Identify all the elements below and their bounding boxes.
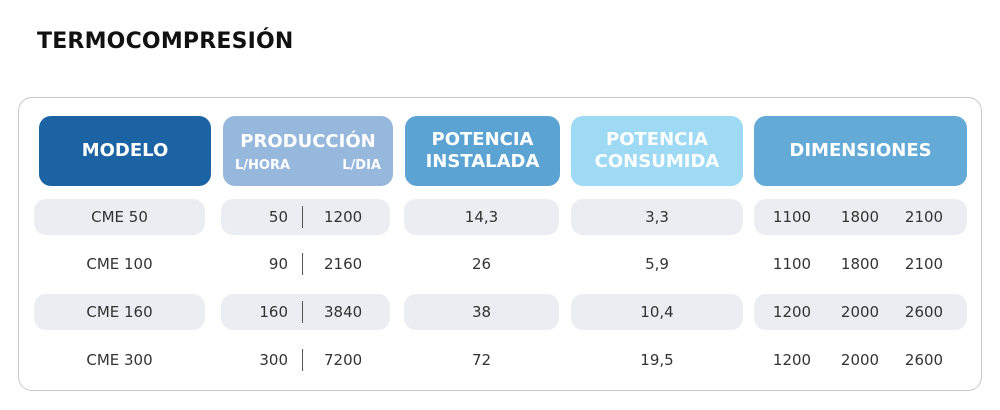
cell-l-dia: 1200 — [324, 208, 363, 226]
cell-dim-3: 2600 — [904, 303, 944, 321]
header-modelo-label: MODELO — [81, 140, 169, 161]
cell-potencia-consumida: 5,9 — [645, 255, 669, 273]
cell-dimensiones: 1200 2000 2600 — [754, 342, 967, 378]
header-produccion-units: L/HORA L/DIA — [223, 158, 393, 174]
cell-dim-1: 1200 — [772, 351, 812, 369]
cell-potencia-instalada: 38 — [404, 294, 559, 330]
cell-dim-3: 2100 — [904, 255, 944, 273]
cell-potencia-instalada: 72 — [471, 351, 492, 369]
table-row: CME 100 90 2160 26 5,9 1100 1800 2100 — [0, 246, 1000, 282]
header-produccion: PRODUCCIÓN L/HORA L/DIA — [223, 116, 393, 186]
cell-l-hora: 300 — [259, 351, 288, 369]
produccion-divider — [302, 206, 303, 228]
header-dimensiones-label: DIMENSIONES — [789, 140, 932, 161]
cell-produccion: 50 1200 — [221, 199, 390, 235]
header-modelo: MODELO — [39, 116, 211, 186]
produccion-divider — [302, 349, 303, 371]
cell-dim-3: 2600 — [904, 351, 944, 369]
cell-dim-1: 1200 — [772, 303, 812, 321]
cell-dim-2: 1800 — [840, 208, 880, 226]
cell-dim-1: 1100 — [772, 255, 812, 273]
produccion-divider — [302, 253, 303, 275]
cell-dim-2: 2000 — [840, 351, 880, 369]
cell-potencia-consumida: 19,5 — [640, 351, 674, 369]
cell-l-hora: 160 — [259, 303, 288, 321]
cell-l-dia: 2160 — [324, 255, 363, 273]
cell-modelo: CME 50 — [34, 199, 205, 235]
cell-modelo: CME 300 — [86, 351, 153, 369]
cell-dim-3: 2100 — [904, 208, 944, 226]
cell-dimensiones: 1200 2000 2600 — [754, 294, 967, 330]
cell-modelo: CME 160 — [34, 294, 205, 330]
cell-potencia-consumida: 3,3 — [571, 199, 743, 235]
header-potencia-instalada-line1: POTENCIA — [431, 129, 534, 150]
header-dimensiones: DIMENSIONES — [754, 116, 967, 186]
cell-dim-2: 2000 — [840, 303, 880, 321]
cell-l-hora: 90 — [268, 255, 288, 273]
header-potencia-consumida: POTENCIA CONSUMIDA — [571, 116, 743, 186]
cell-l-hora: 50 — [268, 208, 288, 226]
header-potencia-consumida-line1: POTENCIA — [606, 129, 708, 150]
cell-potencia-consumida: 10,4 — [571, 294, 743, 330]
cell-potencia-instalada: 26 — [471, 255, 492, 273]
cell-l-dia: 3840 — [324, 303, 363, 321]
produccion-divider — [302, 301, 303, 323]
cell-l-dia: 7200 — [324, 351, 363, 369]
cell-dim-2: 1800 — [840, 255, 880, 273]
cell-produccion: 160 3840 — [221, 294, 390, 330]
cell-potencia-instalada: 14,3 — [404, 199, 559, 235]
header-potencia-instalada: POTENCIA INSTALADA — [405, 116, 560, 186]
cell-dim-1: 1100 — [772, 208, 812, 226]
page-title: TERMOCOMPRESIÓN — [37, 29, 294, 54]
header-unit-l-dia: L/DIA — [342, 158, 381, 173]
table-row: CME 160 160 3840 38 10,4 1200 2000 2600 — [0, 294, 1000, 330]
table-row: CME 50 50 1200 14,3 3,3 1100 1800 2100 — [0, 199, 1000, 235]
table-row: CME 300 300 7200 72 19,5 1200 2000 2600 — [0, 342, 1000, 378]
cell-modelo: CME 100 — [86, 255, 153, 273]
cell-dimensiones: 1100 1800 2100 — [754, 246, 967, 282]
header-potencia-consumida-line2: CONSUMIDA — [594, 151, 720, 172]
cell-dimensiones: 1100 1800 2100 — [754, 199, 967, 235]
header-unit-l-hora: L/HORA — [235, 158, 291, 173]
header-potencia-instalada-line2: INSTALADA — [425, 151, 540, 172]
cell-produccion: 90 2160 — [221, 246, 390, 282]
header-produccion-label: PRODUCCIÓN — [240, 131, 376, 152]
cell-produccion: 300 7200 — [221, 342, 390, 378]
